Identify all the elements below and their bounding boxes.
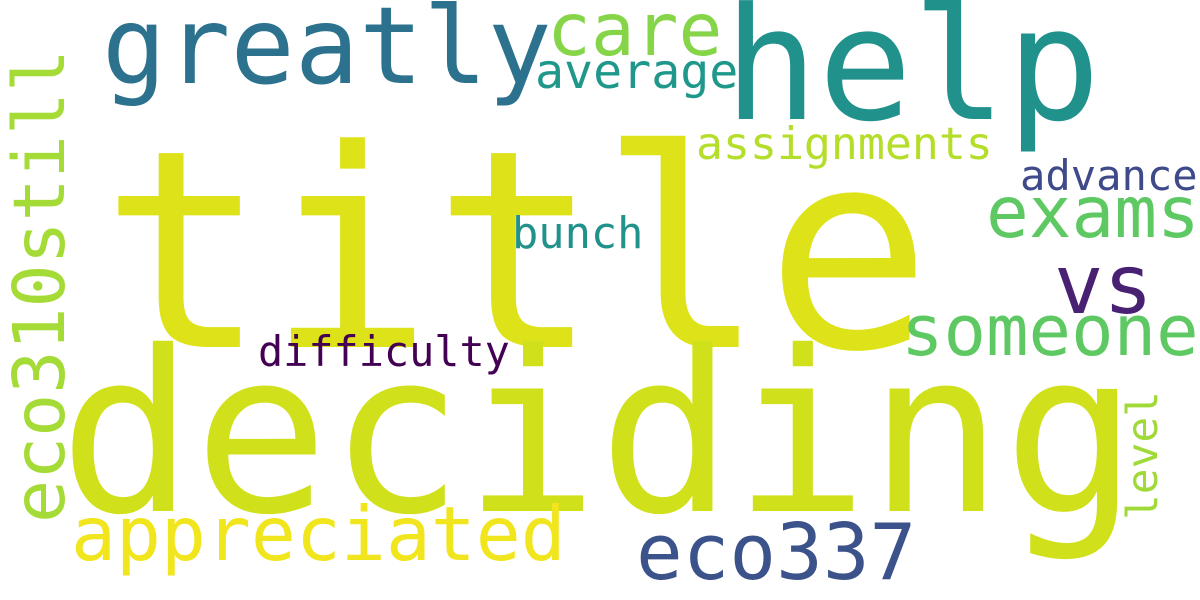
word-vs: vs [1054,238,1153,334]
word-advance: advance [1020,151,1198,201]
word-eco310still: eco310still [0,48,82,523]
word-exams: exams [986,171,1200,255]
word-appreciated: appreciated [71,490,566,578]
word-eco337: eco337 [636,507,917,598]
word-assignments: assignments [696,116,993,170]
word-bunch: bunch [512,208,644,260]
word-average: average [535,44,739,101]
word-care: care [547,0,723,73]
word-level: level [1117,391,1168,521]
word-help: help [724,0,1101,156]
word-title: title [100,91,932,413]
word-someone: someone [901,289,1199,373]
word-greatly: greatly [102,0,552,110]
word-deciding: deciding [59,302,1138,564]
word-difficulty: difficulty [258,326,510,376]
